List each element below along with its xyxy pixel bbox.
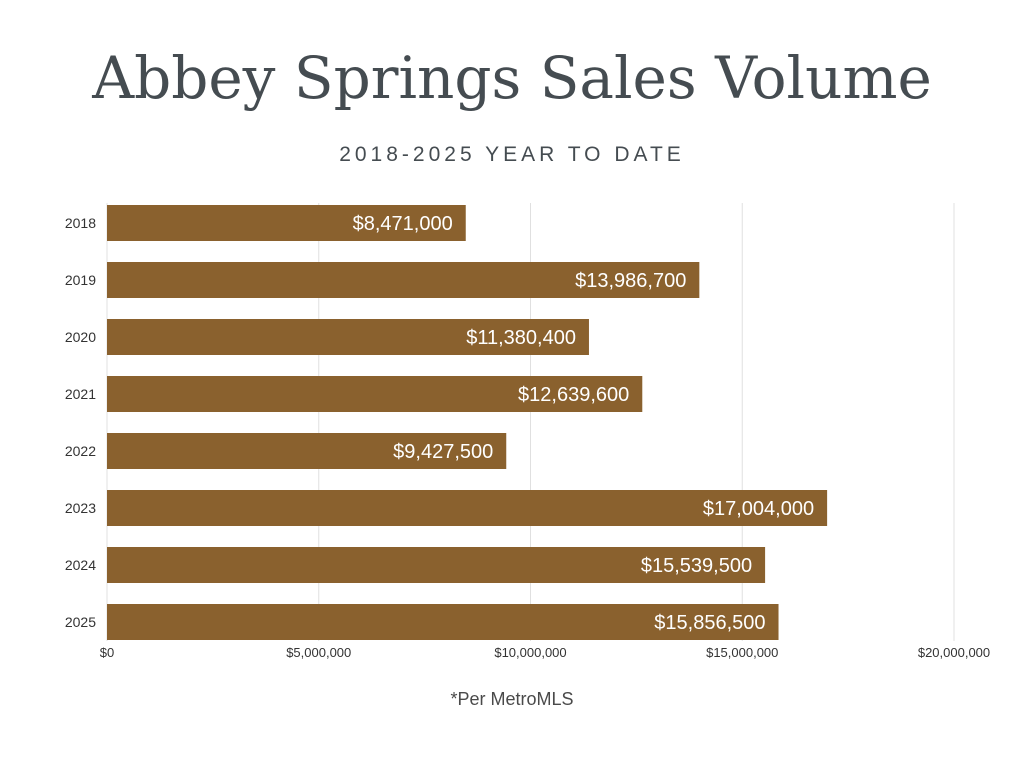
bar bbox=[107, 376, 643, 412]
category-label: 2021 bbox=[65, 386, 96, 402]
bar-value-label: $9,427,500 bbox=[393, 441, 493, 463]
bar bbox=[107, 490, 828, 526]
bar-value-label: $15,539,500 bbox=[641, 555, 752, 577]
category-label: 2022 bbox=[65, 443, 96, 459]
bar bbox=[107, 604, 779, 640]
bar-value-label: $15,856,500 bbox=[654, 612, 765, 634]
x-tick-label: $15,000,000 bbox=[706, 645, 778, 660]
source-footnote: *Per MetroMLS bbox=[450, 689, 574, 709]
category-label: 2024 bbox=[65, 557, 96, 573]
chart-subtitle: 2018-2025 YEAR TO DATE bbox=[339, 143, 685, 166]
bar-value-label: $8,471,000 bbox=[353, 213, 453, 235]
category-label: 2025 bbox=[65, 614, 96, 630]
bar-value-label: $13,986,700 bbox=[575, 270, 686, 292]
category-label: 2023 bbox=[65, 500, 96, 516]
x-axis-tick-labels: $0 $5,000,000 $10,000,000 $15,000,000 $20,00… bbox=[100, 645, 990, 660]
x-tick-label: $0 bbox=[100, 645, 114, 660]
bar-value-label: $12,639,600 bbox=[518, 384, 629, 406]
bar bbox=[107, 547, 766, 583]
category-labels: 2018 2019 2020 2021 2022 2023 2024 2025 bbox=[65, 215, 96, 630]
bar-value-label: $11,380,400 bbox=[466, 327, 576, 349]
x-tick-label: $10,000,000 bbox=[494, 645, 566, 660]
bar-value-label: $17,004,000 bbox=[703, 498, 814, 520]
category-label: 2018 bbox=[65, 215, 96, 231]
x-tick-label: $20,000,000 bbox=[918, 645, 990, 660]
bar bbox=[107, 205, 466, 241]
x-tick-label: $5,000,000 bbox=[286, 645, 351, 660]
bar bbox=[107, 319, 589, 355]
chart-title: Abbey Springs Sales Volume bbox=[92, 44, 932, 112]
category-label: 2019 bbox=[65, 272, 96, 288]
bars: $8,471,000 $13,986,700 $11,380,400 $12,639,… bbox=[107, 205, 828, 640]
bar bbox=[107, 433, 507, 469]
bar bbox=[107, 262, 700, 298]
category-label: 2020 bbox=[65, 329, 96, 345]
